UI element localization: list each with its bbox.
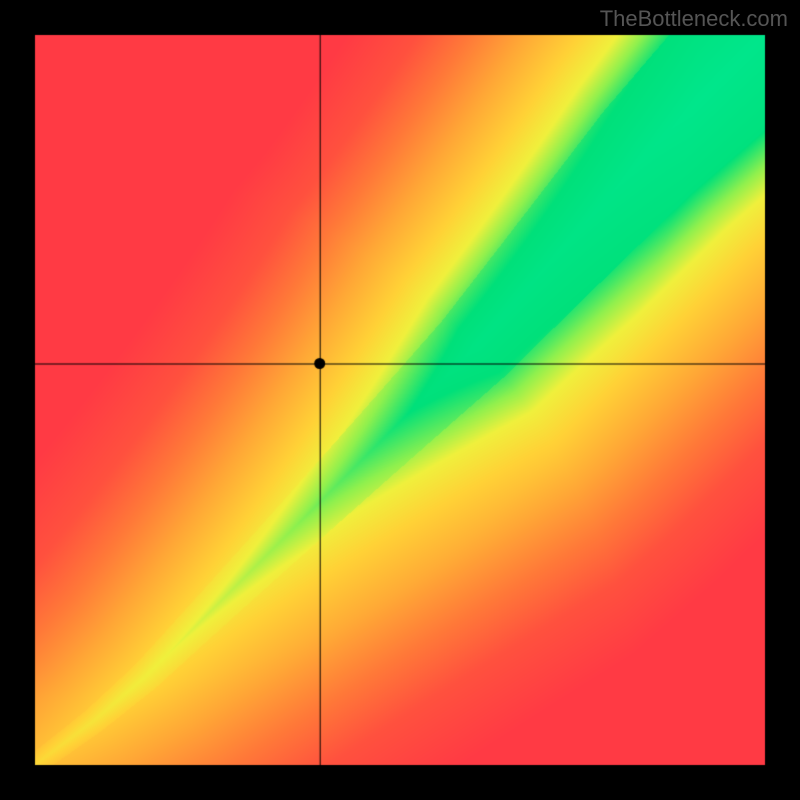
bottleneck-heatmap-canvas: [0, 0, 800, 800]
attribution-label: TheBottleneck.com: [600, 6, 788, 32]
chart-container: TheBottleneck.com: [0, 0, 800, 800]
